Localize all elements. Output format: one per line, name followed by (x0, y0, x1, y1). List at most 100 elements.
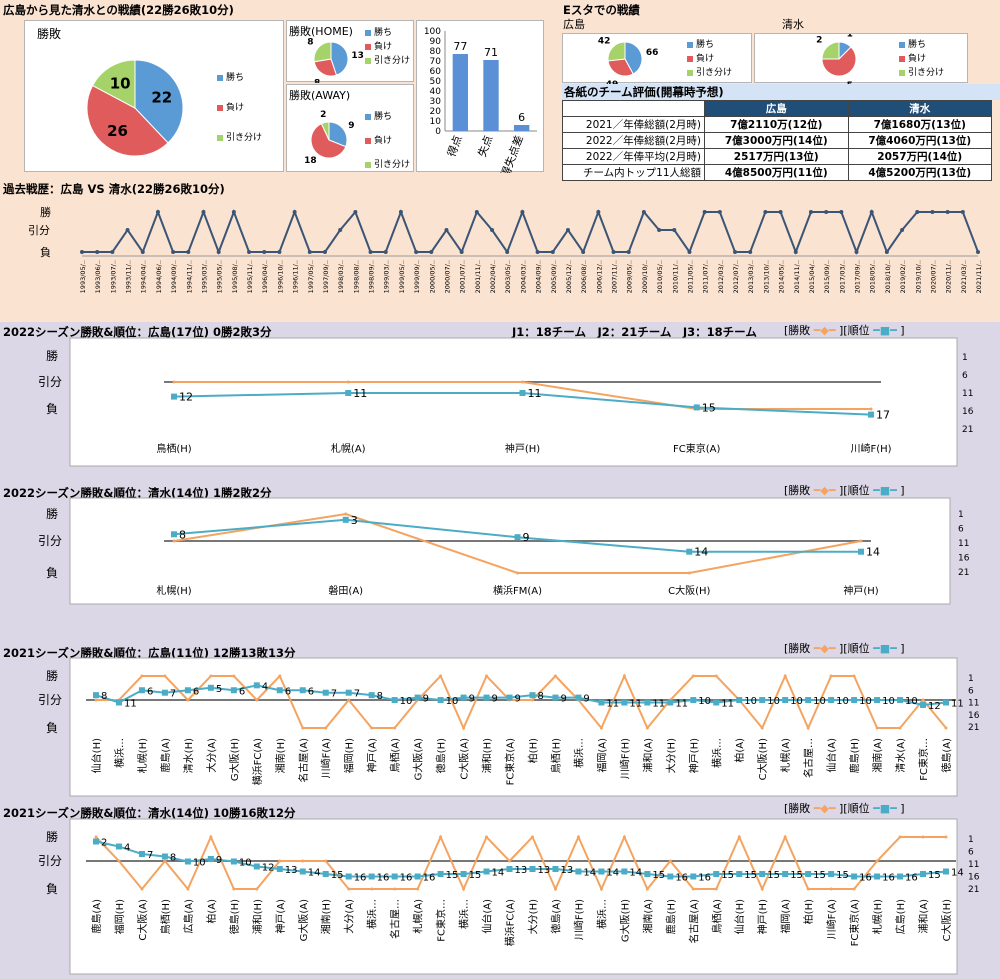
x-tick-label: 1994/09/.. (170, 260, 178, 293)
rank-point (368, 692, 375, 699)
rank-point (437, 871, 444, 877)
cell-hiroshima: 7億3000万円(14位) (704, 132, 849, 149)
y-tick-label: 0 (435, 127, 441, 137)
pie-home-legend: 勝ち 負け 引き分け (365, 26, 410, 68)
result-point (393, 887, 397, 891)
rank-line (95, 840, 947, 878)
history-point (672, 228, 677, 232)
legend-draw: 引き分け (908, 68, 945, 78)
history-point (945, 210, 950, 214)
result-point (117, 859, 121, 863)
x-tick-label: 横浜FM(A) (493, 584, 542, 597)
x-tick-label: 2001/07/.. (459, 260, 467, 293)
history-point (201, 210, 206, 214)
rank-value-label: 10 (698, 696, 711, 707)
rank-value-label: 16 (675, 873, 688, 884)
rank-value-label: 8 (377, 691, 383, 702)
x-tick-label: 名古屋… (802, 738, 815, 778)
pie-label: 22 (151, 89, 172, 107)
pie-slice-引き分け (313, 41, 332, 63)
x-tick-label: 神戸(H) (756, 899, 769, 934)
rank-value-label: 16 (905, 873, 918, 884)
result-point (898, 835, 902, 839)
rank-point (506, 694, 513, 701)
history-point (581, 250, 586, 254)
x-tick-label: 磐田(A) (328, 584, 363, 597)
x-tick-label: 2014/05/.. (778, 260, 786, 293)
history-point (915, 210, 920, 214)
legend-rank-line: ━■━ (869, 802, 901, 815)
e-hiroshima-label: 広島 (563, 18, 585, 31)
legend-bracket: ] (900, 484, 905, 497)
history-point (292, 210, 297, 214)
x-tick-label: 札幌(A) (331, 442, 366, 455)
pie-e-shimizu-legend: 勝ち 負け 引き分け (899, 38, 944, 80)
rank-point (644, 871, 651, 877)
rank-tick-label: 21 (962, 425, 973, 435)
x-tick-label: 2006/08/.. (580, 260, 588, 293)
rank-value-label: 9 (492, 694, 498, 705)
pie-slice-勝ち (134, 59, 184, 144)
result-point (94, 835, 98, 839)
y-label: 勝 (40, 205, 51, 219)
history-point (687, 250, 692, 254)
result-point (852, 674, 856, 678)
pie-label: 66 (646, 48, 659, 58)
pie-slice-引き分け (607, 41, 626, 62)
x-tick-label: 2013/10/.. (762, 260, 770, 293)
legend-swatch-loss (217, 104, 223, 111)
y-label-win: 勝 (46, 348, 58, 363)
x-tick-label: 清水(H) (182, 738, 195, 773)
result-point (370, 726, 374, 730)
x-tick-label: 浦和(H) (481, 738, 494, 773)
result-point (172, 380, 176, 384)
x-tick-label: 仙台(H) (90, 738, 103, 773)
x-tick-label: 鹿島(A) (159, 738, 172, 773)
history-point (383, 250, 388, 254)
x-tick-label: 1994/06/.. (155, 260, 163, 293)
x-tick-label: 2015/09/.. (823, 260, 831, 293)
rank-value-label: 4 (124, 843, 130, 854)
x-tick-label: C大阪(H) (668, 584, 710, 597)
result-point (278, 674, 282, 678)
bar-失点 (483, 60, 499, 131)
eval-col-blank (562, 100, 705, 117)
result-point (760, 887, 764, 891)
rank-value-label: 14 (606, 868, 619, 879)
x-tick-label: 広島(A) (182, 899, 195, 934)
x-tick-label: 仙台(H) (733, 899, 746, 934)
x-tick-label: C大阪(H) (940, 899, 953, 941)
result-point (521, 380, 524, 384)
rank-point (322, 689, 329, 696)
x-tick-label: 名古屋(A) (297, 738, 310, 783)
result-point (859, 539, 863, 543)
rank-point (693, 404, 700, 411)
result-point (921, 835, 925, 839)
x-tick-label: 札幌(H) (871, 899, 884, 934)
eval-table: 広島 清水 2021／年俸総額(2月時) 7億2110万(12位) 7億1680万(… (562, 100, 992, 181)
pie-away-title: 勝敗(AWAY) (289, 89, 351, 102)
y-label-draw: 引分 (38, 854, 62, 868)
rank-value-label: 8 (170, 853, 176, 864)
pie-label: 8 (314, 78, 320, 83)
rank-value-label: 9 (216, 855, 222, 866)
x-tick-label: 大分(A) (205, 738, 218, 773)
s2021h-title: 2021シーズン勝敗&順位：広島(11位) 12勝13敗13分 (3, 646, 296, 660)
rank-point (437, 697, 444, 704)
y-tick-label: 40 (430, 87, 442, 97)
pie-label: 42 (598, 36, 611, 46)
result-point (324, 726, 328, 730)
x-tick-label: 鳥栖(A) (389, 738, 402, 773)
rank-value-label: 16 (377, 873, 390, 884)
rank-point (851, 873, 858, 880)
y-tick-label: 70 (430, 57, 442, 67)
rank-value-label: 6 (308, 686, 314, 697)
result-point (439, 674, 443, 678)
y-label-loss: 負 (46, 566, 58, 580)
rank-point (920, 701, 927, 708)
result-point (687, 571, 691, 575)
rank-point (93, 692, 99, 699)
x-tick-label: 1999/09/.. (413, 260, 421, 293)
pie-slice-負け (607, 58, 634, 77)
